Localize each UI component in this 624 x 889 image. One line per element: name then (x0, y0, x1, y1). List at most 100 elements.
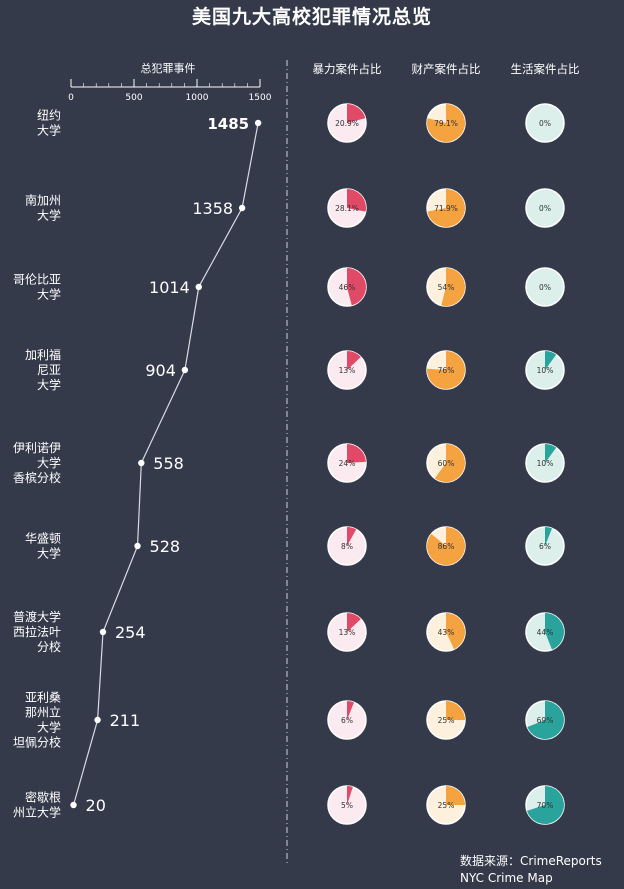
university-name: 尼亚 (37, 363, 61, 377)
total-crime-point (99, 628, 107, 636)
data-source-line-2: NYC Crime Map (460, 871, 553, 885)
university-name: 州立大学 (13, 805, 61, 820)
university-name: 大学 (37, 287, 61, 302)
x-tick-label-0: 0 (68, 93, 74, 103)
total-crime-label: 254 (115, 623, 146, 642)
university-name: 哥伦比亚 (13, 272, 61, 287)
life-pie-slice (527, 701, 564, 739)
property-pie-label: 86% (438, 542, 455, 551)
violent-pie-label: 46% (339, 283, 356, 292)
violent-pie-label: 20.9% (335, 119, 359, 128)
total-crime-label: 20 (86, 796, 106, 815)
total-crime-label: 1485 (207, 115, 249, 133)
total-crime-point (134, 542, 141, 550)
life-pie-label: 44% (537, 628, 554, 637)
pie-header-1: 暴力案件占比 (313, 62, 382, 76)
university-name: 坦佩分校 (13, 735, 61, 750)
total-crime-point (195, 283, 202, 291)
life-pie-slice (545, 351, 557, 370)
property-pie-label: 25% (438, 716, 455, 725)
university-name: 南加州 (25, 193, 61, 208)
property-pie-slice (427, 527, 466, 565)
life-pie-slice (526, 786, 565, 825)
property-pie-slice (434, 444, 465, 482)
life-pie-label: 0% (539, 283, 551, 292)
violent-pie-label: 24% (339, 459, 356, 468)
life-pie-label: 10% (537, 366, 554, 375)
university-name: 大学 (37, 720, 61, 735)
life-pie-label: 0% (539, 119, 551, 128)
life-pie-label: 0% (539, 204, 551, 213)
x-tick-label-500: 500 (125, 93, 142, 103)
university-name: 普渡大学 (13, 609, 61, 624)
violent-pie-slice (347, 351, 361, 370)
violent-pie-slice (347, 104, 366, 123)
total-crime-point (138, 459, 145, 467)
data-source: 数据来源：CrimeReports NYC Crime Map (460, 853, 602, 887)
university-name: 伊利诺伊 (13, 441, 61, 455)
property-pie-label: 60% (438, 459, 455, 468)
property-pie-label: 76% (438, 366, 455, 375)
life-pie-slice (545, 613, 565, 650)
total-crime-label: 528 (150, 537, 181, 556)
violent-pie-slice (347, 189, 366, 212)
total-crime-label: 904 (145, 361, 176, 380)
property-pie-slice (427, 351, 466, 389)
university-name: 大学 (37, 455, 61, 470)
property-pie-slice (427, 104, 466, 142)
university-name: 分校 (37, 639, 61, 654)
property-pie-label: 43% (438, 628, 455, 637)
violent-pie-label: 6% (341, 716, 353, 725)
university-name: 香槟分校 (13, 470, 61, 485)
life-pie-background (525, 188, 565, 228)
chart-title: 美国九大高校犯罪情况总览 (191, 6, 432, 28)
property-pie-label: 54% (438, 283, 455, 292)
total-crime-point (70, 801, 77, 809)
total-crime-label: 558 (153, 454, 184, 473)
violent-pie-slice (347, 444, 366, 463)
university-name: 亚利桑 (25, 691, 61, 705)
violent-pie-slice (347, 613, 361, 632)
university-name: 纽约 (37, 108, 61, 123)
violent-pie-slice (347, 268, 366, 306)
life-pie-background (525, 103, 565, 143)
university-name: 西拉法叶 (13, 624, 61, 639)
university-name: 华盛顿 (25, 531, 61, 546)
total-crime-point (94, 716, 101, 724)
violent-pie-label: 5% (341, 801, 353, 810)
total-crime-label: 211 (110, 711, 141, 730)
property-pie-slice (446, 701, 465, 720)
university-name: 那州立 (25, 705, 61, 720)
life-pie-label: 69% (537, 716, 554, 725)
life-pie-slice (545, 527, 552, 546)
pie-header-3: 生活案件占比 (511, 62, 580, 76)
total-crime-point (254, 119, 262, 127)
violent-pie-slice (347, 701, 354, 720)
x-tick-label-1000: 1000 (186, 93, 209, 103)
property-pie-label: 79.1% (434, 119, 458, 128)
pie-header-2: 财产案件占比 (412, 62, 481, 76)
violent-pie-slice (347, 786, 353, 805)
property-pie-slice (441, 267, 466, 306)
violent-pie-label: 8% (341, 542, 353, 551)
property-pie-slice (427, 189, 466, 227)
life-pie-label: 70% (537, 801, 554, 810)
property-pie-label: 71.9% (434, 204, 458, 213)
property-pie-slice (446, 786, 465, 805)
property-pie-slice (446, 613, 465, 650)
violent-pie-slice (347, 527, 357, 546)
violent-pie-label: 28.1% (335, 204, 359, 213)
total-crime-label: 1014 (149, 278, 190, 297)
total-crime-point (238, 204, 246, 212)
violent-pie-label: 13% (339, 628, 356, 637)
university-name: 大学 (37, 208, 61, 223)
data-source-line-1: 数据来源：CrimeReports (460, 854, 602, 868)
university-name: 大学 (37, 123, 61, 138)
university-name: 大学 (37, 377, 61, 392)
property-pie-label: 25% (438, 801, 455, 810)
axis-title: 总犯罪事件 (141, 61, 196, 75)
total-crime-point (181, 366, 189, 374)
university-name: 密歇根 (25, 790, 61, 805)
life-pie-slice (545, 444, 557, 463)
